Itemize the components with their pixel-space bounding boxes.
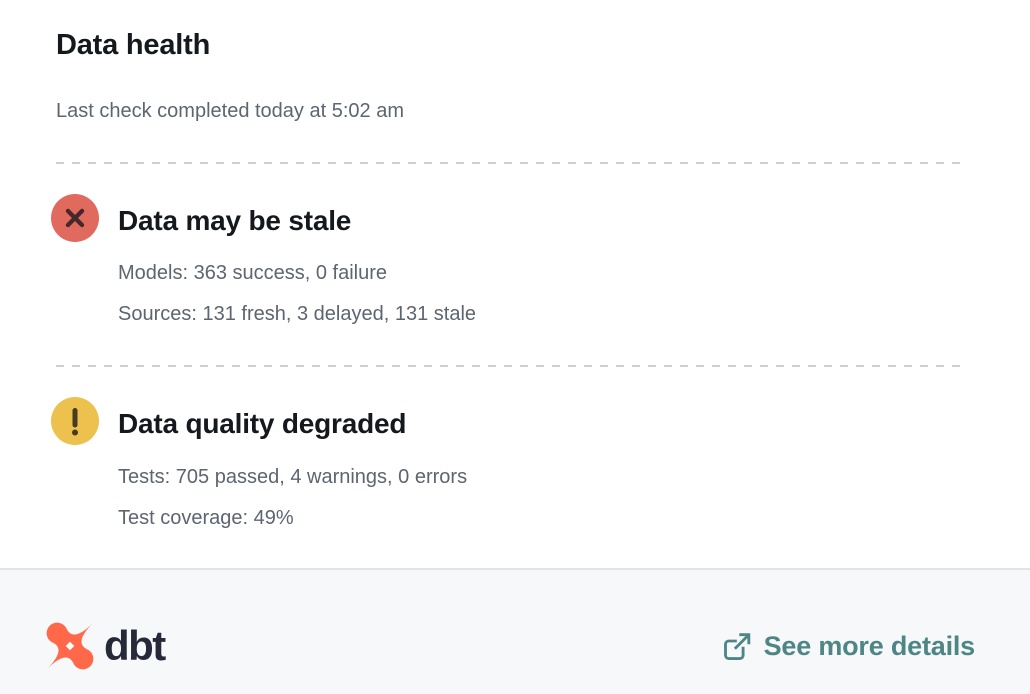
staleness-section-body: Data may be stale Models: 363 success, 0…: [118, 194, 476, 327]
dashed-divider: [56, 365, 966, 368]
last-check-timestamp: Last check completed today at 5:02 am: [56, 99, 404, 122]
dashed-divider: [56, 161, 966, 164]
staleness-heading: Data may be stale: [118, 204, 352, 236]
page-title: Data health: [56, 29, 211, 61]
warning-exclamation-circle-icon: [51, 397, 99, 446]
dbt-brand: dbt: [45, 621, 166, 671]
tests-status-line: Tests: 705 passed, 4 warnings, 0 errors: [118, 465, 468, 488]
card-footer: dbt See more details: [0, 568, 1030, 694]
error-x-circle-icon: [51, 193, 99, 242]
quality-heading: Data quality degraded: [118, 408, 407, 440]
staleness-status-section: Data may be stale Models: 363 success, 0…: [51, 193, 966, 327]
see-more-details-link[interactable]: See more details: [720, 630, 975, 663]
see-more-details-label: See more details: [763, 630, 976, 661]
quality-status-section: Data quality degraded Tests: 705 passed,…: [51, 397, 966, 530]
data-health-card: Data health Last check completed today a…: [51, 29, 966, 530]
test-coverage-line: Test coverage: 49%: [118, 506, 294, 529]
external-link-icon: [723, 632, 750, 660]
models-status-line: Models: 363 success, 0 failure: [118, 262, 388, 285]
dbt-logo-icon: [46, 622, 94, 670]
dbt-wordmark: dbt: [104, 622, 166, 669]
sources-status-line: Sources: 131 fresh, 3 delayed, 131 stale: [118, 303, 477, 326]
quality-section-body: Data quality degraded Tests: 705 passed,…: [118, 397, 467, 530]
